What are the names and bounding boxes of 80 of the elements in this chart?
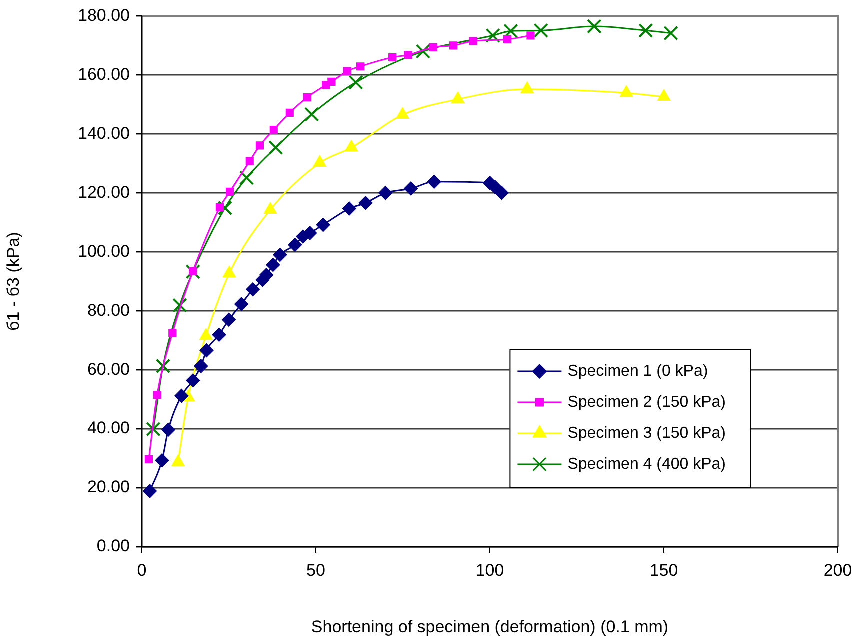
x-tick-label: 100 (476, 560, 504, 580)
point (494, 186, 509, 200)
point (342, 202, 356, 216)
point (587, 19, 602, 34)
point (526, 32, 535, 40)
point (416, 44, 431, 59)
point (404, 182, 418, 196)
point (343, 67, 352, 76)
point (286, 108, 294, 117)
point (638, 23, 654, 38)
point (303, 226, 318, 240)
x-tick-label: 0 (137, 560, 147, 580)
x-axis-title: Shortening of specimen (deformation) (0.1 mm) (311, 617, 669, 636)
x-tick-label: 50 (306, 560, 326, 580)
point (503, 35, 512, 44)
point (246, 282, 260, 297)
point (234, 297, 249, 312)
y-axis-title: б1 - б3 (kPa) (4, 232, 23, 332)
point (504, 24, 518, 39)
point (356, 62, 365, 71)
point (200, 344, 214, 358)
legend-label: Specimen 3 (150 kPa) (568, 424, 726, 442)
point (449, 42, 458, 50)
point (146, 422, 161, 437)
point (316, 218, 330, 232)
y-tick-label: 120.00 (78, 182, 130, 202)
point (348, 75, 364, 90)
point (304, 107, 320, 122)
y-tick-label: 160.00 (78, 64, 130, 84)
point (189, 267, 198, 276)
point (239, 170, 254, 186)
point (186, 264, 201, 280)
point (174, 389, 189, 404)
legend-label: Specimen 2 (150 kPa) (568, 394, 726, 411)
point (427, 174, 442, 189)
point (172, 298, 188, 313)
point (486, 28, 500, 44)
point (288, 238, 302, 252)
point (378, 186, 393, 200)
point (268, 140, 284, 156)
point (222, 312, 236, 327)
x-tick-label: 150 (650, 560, 678, 580)
y-tick-label: 60.00 (87, 360, 130, 379)
x-tick-label: 200 (824, 560, 852, 580)
point (358, 196, 373, 210)
point (404, 51, 412, 60)
y-tick-label: 40.00 (87, 418, 130, 438)
y-tick-label: 180.00 (78, 6, 130, 25)
point (469, 37, 478, 46)
point (194, 359, 208, 374)
point (226, 188, 234, 196)
point (143, 484, 158, 498)
point (664, 26, 678, 41)
point (212, 328, 226, 342)
point (216, 204, 224, 212)
point (153, 391, 162, 400)
y-tick-label: 20.00 (87, 478, 130, 497)
point (155, 454, 170, 468)
point (161, 422, 176, 437)
point (144, 455, 153, 464)
legend-label: Specimen 1 (0 kPa) (568, 362, 708, 380)
y-tick-label: 100.00 (78, 242, 130, 261)
point (246, 157, 254, 166)
point (328, 78, 336, 86)
point (273, 248, 288, 262)
point (266, 258, 280, 272)
point (256, 142, 264, 150)
point (168, 329, 177, 338)
point (270, 126, 278, 134)
point (218, 200, 233, 216)
y-tick-label: 140.00 (78, 124, 130, 143)
point (429, 43, 438, 52)
y-tick-label: 0.00 (96, 536, 130, 556)
point (388, 53, 397, 62)
point (303, 94, 312, 102)
y-tick-label: 80.00 (87, 300, 130, 320)
point (534, 23, 549, 38)
legend-label: Specimen 4 (400 kPa) (568, 456, 726, 473)
point (156, 358, 171, 374)
point (186, 374, 200, 388)
